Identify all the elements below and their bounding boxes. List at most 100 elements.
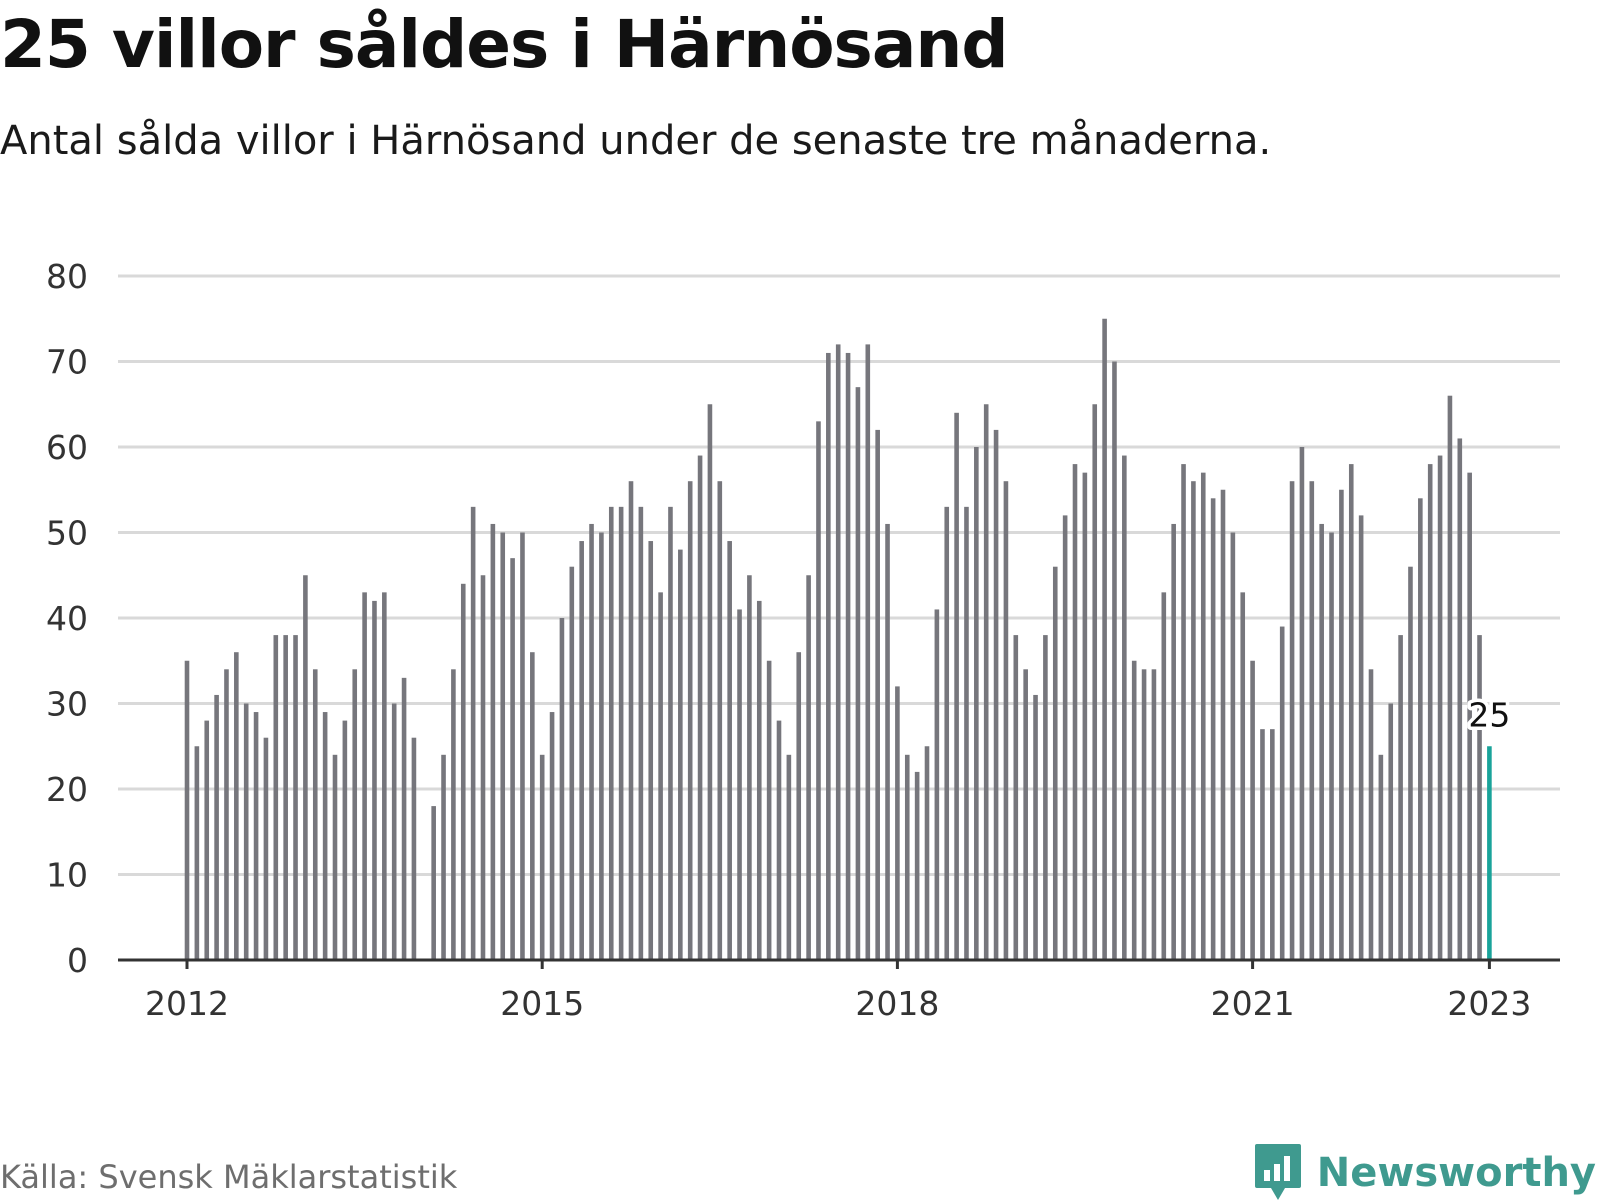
bar <box>1437 455 1443 960</box>
bar <box>184 660 190 960</box>
bar <box>1191 481 1196 960</box>
bar <box>845 352 851 960</box>
bar <box>1082 472 1088 960</box>
bar <box>678 549 683 960</box>
bar <box>1230 532 1236 960</box>
chart-subtitle: Antal sålda villor i Härnösand under de … <box>0 118 1272 164</box>
bar <box>283 635 288 960</box>
bar <box>1447 395 1453 960</box>
bar <box>411 737 417 960</box>
y-tick-label: 60 <box>46 428 88 467</box>
bar <box>628 481 634 960</box>
bar <box>1092 404 1098 960</box>
bar <box>1161 592 1167 960</box>
axes: 0 10 20 30 40 50 60 70 80 2012 2015 2018 2021 2023 25 <box>46 257 1560 1023</box>
bar <box>1260 729 1265 960</box>
bar <box>224 669 229 960</box>
bar <box>1062 515 1068 960</box>
bar <box>362 592 367 960</box>
bar <box>451 669 456 960</box>
y-tick-label: 40 <box>46 599 88 638</box>
bar <box>1398 635 1403 960</box>
brand-logo[interactable]: Newsworthy <box>1253 1142 1596 1204</box>
bar <box>1141 669 1147 960</box>
bar <box>1339 489 1344 960</box>
bar <box>382 592 387 960</box>
bar <box>983 404 989 960</box>
bar <box>1457 438 1463 960</box>
bar <box>1309 481 1315 960</box>
bar <box>826 352 831 960</box>
bar <box>608 506 614 960</box>
bar <box>559 618 565 960</box>
y-tick-label: 10 <box>46 856 88 895</box>
bar <box>993 429 999 960</box>
bar <box>747 575 752 960</box>
bar <box>500 532 506 960</box>
y-tick-label: 70 <box>46 343 88 382</box>
bar <box>1299 447 1305 960</box>
bar <box>737 609 742 960</box>
bar <box>1348 464 1354 960</box>
bar <box>1210 498 1216 960</box>
bar <box>1427 464 1433 960</box>
bar <box>707 404 713 960</box>
bar <box>1388 703 1394 960</box>
bar <box>914 771 920 960</box>
bar <box>1279 626 1285 960</box>
bar <box>194 746 200 960</box>
x-tick-label: 2012 <box>145 984 229 1023</box>
bar <box>954 412 959 960</box>
bar <box>885 523 890 960</box>
bar <box>1368 669 1374 960</box>
bar <box>401 677 407 960</box>
bar <box>618 506 624 960</box>
bar <box>234 652 239 960</box>
bar <box>1418 498 1423 960</box>
bar <box>1200 472 1206 960</box>
x-tick-label: 2015 <box>500 984 584 1023</box>
bar <box>342 720 348 960</box>
x-tick-label: 2018 <box>855 984 939 1023</box>
bar <box>1408 566 1413 960</box>
bar <box>1003 481 1009 960</box>
bar <box>510 558 515 960</box>
x-tick-label: 2021 <box>1211 984 1295 1023</box>
bar <box>569 566 575 960</box>
bar <box>1102 318 1107 960</box>
bar <box>470 506 476 960</box>
bar <box>539 754 545 960</box>
bar <box>1289 481 1295 960</box>
bar <box>431 806 436 960</box>
bar <box>391 703 397 960</box>
bar <box>776 720 782 960</box>
bar <box>312 669 318 960</box>
bar <box>1151 669 1157 960</box>
latest-value-label: 25 <box>1468 695 1510 734</box>
bar <box>1467 472 1472 960</box>
bar <box>904 754 910 960</box>
bar-chart: 0 10 20 30 40 50 60 70 80 2012 2015 2018 2021 2023 25 <box>46 257 1560 1023</box>
bar <box>638 506 644 960</box>
bar <box>865 344 871 960</box>
bar <box>263 737 269 960</box>
bar <box>1329 532 1334 960</box>
bar <box>520 532 525 960</box>
bar <box>1112 361 1117 960</box>
bar <box>1122 455 1127 960</box>
bar <box>1378 754 1384 960</box>
bar <box>490 523 496 960</box>
bar <box>1072 464 1078 960</box>
bar <box>796 652 802 960</box>
bar <box>1131 660 1137 960</box>
bar <box>530 652 535 960</box>
bar <box>835 344 841 960</box>
y-tick-label: 20 <box>46 770 88 809</box>
bar <box>1319 523 1324 960</box>
bar <box>441 754 446 960</box>
bar <box>214 694 219 960</box>
x-tick-label: 2023 <box>1447 984 1531 1023</box>
bar <box>974 447 979 960</box>
bar <box>687 481 693 960</box>
bar <box>1033 694 1038 960</box>
